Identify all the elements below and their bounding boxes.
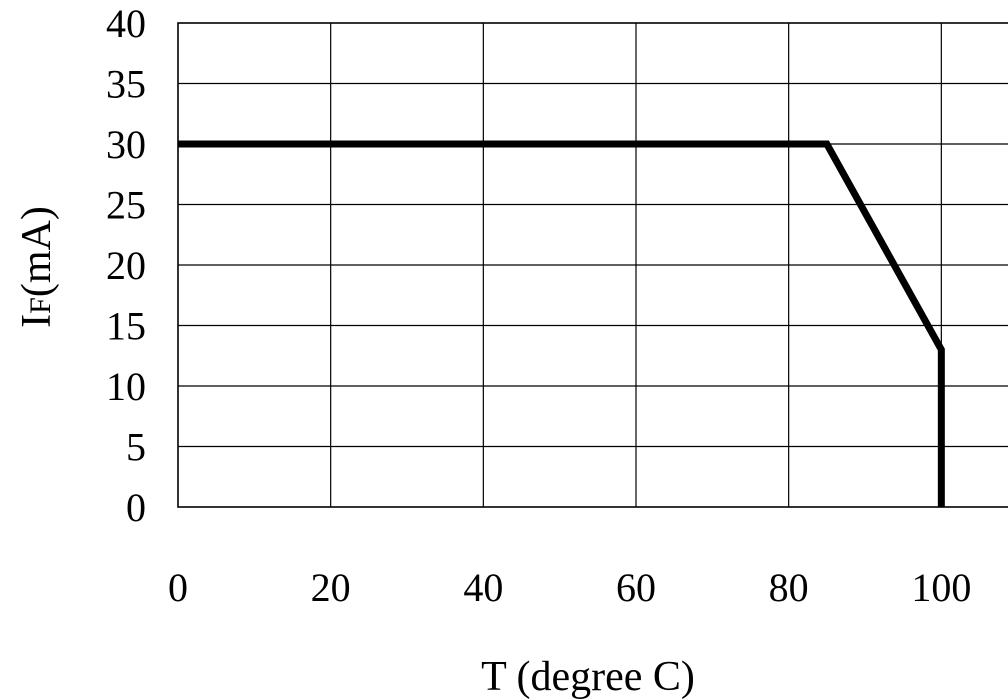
y-tick-label-40: 40 xyxy=(106,1,146,46)
x-tick-label-80: 80 xyxy=(769,565,809,610)
y-axis-title-subscript: F xyxy=(24,297,57,314)
x-tick-label-20: 20 xyxy=(311,565,351,610)
x-axis-title: T (degree C) xyxy=(481,654,695,700)
y-tick-label-10: 10 xyxy=(106,364,146,409)
y-axis-title-main: I xyxy=(14,314,60,328)
y-tick-label-35: 35 xyxy=(106,62,146,107)
x-tick-labels: 0 20 40 60 80 100 xyxy=(168,565,971,610)
y-axis-title-unit: (mA) xyxy=(14,206,60,297)
x-tick-label-40: 40 xyxy=(463,565,503,610)
plot-border xyxy=(177,22,1008,508)
y-axis-title: IF(mA) xyxy=(14,206,60,328)
series-line-0 xyxy=(178,140,945,507)
y-tick-label-25: 25 xyxy=(106,183,146,228)
y-tick-label-30: 30 xyxy=(106,122,146,167)
x-tick-label-60: 60 xyxy=(616,565,656,610)
y-tick-label-15: 15 xyxy=(106,304,146,349)
grid-lines xyxy=(178,23,1008,507)
y-tick-label-5: 5 xyxy=(126,425,146,470)
y-tick-label-20: 20 xyxy=(106,243,146,288)
series-layer xyxy=(178,140,945,507)
y-tick-labels: 0 5 10 15 20 25 30 35 40 xyxy=(106,1,146,530)
x-tick-label-100: 100 xyxy=(911,565,971,610)
plot-frame xyxy=(177,22,1008,508)
y-tick-label-0: 0 xyxy=(126,485,146,530)
x-tick-label-0: 0 xyxy=(168,565,188,610)
